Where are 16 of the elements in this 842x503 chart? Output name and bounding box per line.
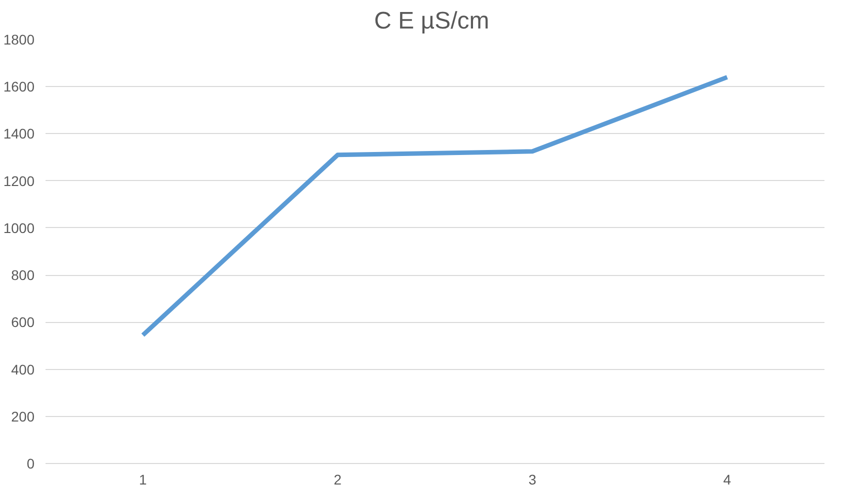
x-tick-label: 4 (723, 472, 732, 488)
y-tick-label: 200 (11, 408, 35, 424)
chart-title: C E µS/cm (374, 8, 490, 34)
y-tick-label: 1000 (3, 220, 35, 236)
x-tick-label: 3 (528, 472, 536, 488)
x-tick-label: 1 (138, 472, 147, 488)
y-tick-label: 400 (11, 361, 35, 378)
line-series (140, 74, 730, 338)
y-tick-label: 800 (11, 267, 35, 284)
y-tick-label: 1600 (3, 78, 35, 95)
y-tick-label: 1800 (3, 32, 35, 48)
x-tick-label: 2 (334, 472, 342, 488)
y-tick-label: 600 (11, 314, 35, 330)
y-tick-label: 1200 (3, 172, 35, 189)
y-tick-label: 1400 (3, 126, 35, 142)
y-tick-label: 0 (26, 456, 35, 472)
